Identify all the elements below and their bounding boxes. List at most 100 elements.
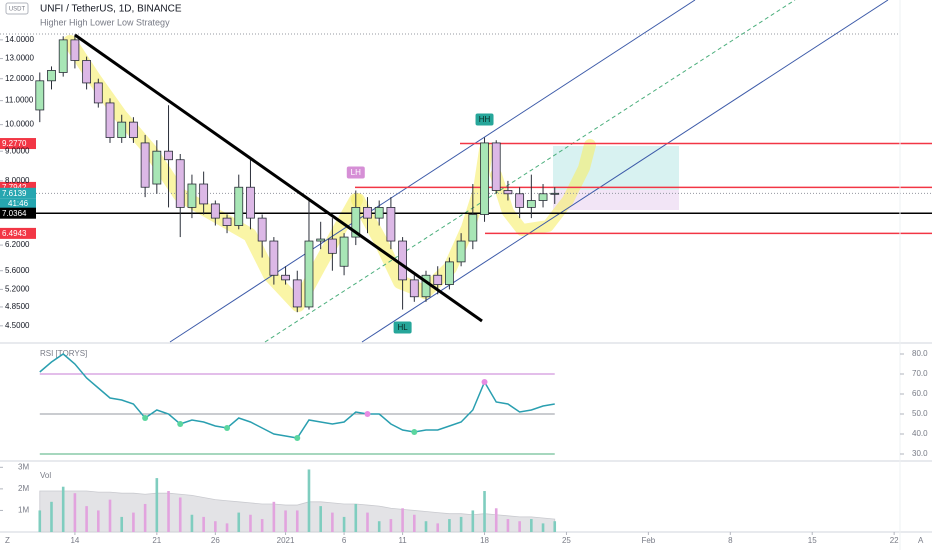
- y-tick-label: 4.5000: [5, 321, 30, 330]
- rsi-tick-label: 80.0: [912, 349, 928, 358]
- candle-body: [47, 70, 56, 82]
- candle-body: [480, 142, 489, 215]
- candle-body: [234, 186, 244, 226]
- volume-bar: [225, 523, 229, 532]
- levels: [0, 142, 932, 235]
- x-tick-label: 22: [890, 536, 899, 545]
- pivot-label: HH: [479, 115, 491, 124]
- x-tick-label: 25: [562, 536, 571, 545]
- volume-bar: [553, 521, 557, 532]
- button[interactable]: A: [918, 536, 924, 545]
- candle-body: [58, 39, 68, 73]
- candle-body: [433, 274, 443, 285]
- candle-body: [503, 190, 513, 195]
- volume-bar: [541, 523, 545, 532]
- candle-body: [117, 121, 127, 138]
- volume-bar: [120, 516, 124, 532]
- volume-bar: [366, 512, 369, 532]
- candle-body: [363, 207, 372, 219]
- currency: USDT: [9, 7, 26, 13]
- volume-bar: [413, 514, 416, 532]
- x-tick-label: 26: [211, 536, 220, 545]
- volume-bar: [202, 516, 205, 532]
- volume-bar: [377, 521, 381, 532]
- trendline: [74, 33, 483, 323]
- candle-body: [468, 214, 478, 242]
- volume-bar: [108, 499, 112, 532]
- candle-body: [269, 240, 279, 276]
- chart-subtitle: Higher High Lower Low Strategy: [40, 17, 170, 27]
- x-tick-label: Feb: [641, 536, 655, 545]
- rsi-tick-label: 70.0: [912, 369, 928, 378]
- candle-body: [304, 240, 314, 308]
- price-tag: [0, 181, 36, 193]
- highlight: [490, 139, 596, 236]
- candle-body: [281, 274, 290, 281]
- rsi-high-pivot: [364, 411, 371, 417]
- candle-body: [187, 183, 197, 208]
- volume-bar: [214, 521, 217, 532]
- volume-title: Vol: [40, 471, 51, 480]
- candle-body: [456, 240, 466, 263]
- candle-body: [351, 207, 361, 238]
- volume-bar: [85, 506, 88, 532]
- rsi-tick-label: 40.0: [912, 429, 928, 438]
- x-tick-label: 14: [70, 536, 79, 545]
- x-tick-label: 18: [480, 536, 489, 545]
- pivot-box: [346, 166, 365, 179]
- volume-bar: [237, 512, 241, 532]
- volume-bar: [518, 521, 521, 532]
- price-tag: [0, 227, 36, 239]
- candle-body: [526, 200, 536, 208]
- volume-bar: [354, 503, 358, 532]
- volume-bar: [319, 506, 322, 532]
- rsi-low-pivot: [294, 435, 301, 441]
- volume-bar: [178, 497, 182, 532]
- price-tag: [0, 138, 36, 150]
- candle-body: [550, 192, 560, 195]
- volume-bar: [272, 501, 276, 532]
- volume-bar: [448, 519, 451, 532]
- volume-bar: [249, 514, 252, 532]
- candle-body: [327, 238, 337, 254]
- volume-bar: [401, 508, 404, 532]
- candle-body: [82, 60, 92, 84]
- candles: [35, 34, 560, 313]
- candle-body: [409, 279, 419, 298]
- candle-body: [222, 217, 232, 226]
- volume-tick-label: 1M: [18, 506, 29, 515]
- volume-bar: [436, 523, 440, 532]
- x-tick-label: 11: [398, 536, 407, 545]
- x-tick-label: 2021: [277, 536, 295, 545]
- volume-bar: [190, 514, 194, 532]
- price-tag-label: 7.7942: [2, 183, 27, 192]
- candle-body: [175, 159, 185, 208]
- volume-tick-label: 3M: [18, 462, 29, 471]
- candle-body: [35, 80, 45, 111]
- y-tick-label: 9.0000: [5, 146, 30, 155]
- y-tick-label: 4.8500: [5, 302, 30, 311]
- volume-bar: [295, 510, 299, 532]
- y-tick-label: 13.0000: [5, 54, 34, 63]
- volume-bar: [483, 491, 486, 532]
- volume-bar: [155, 478, 159, 532]
- rsi-high-pivot: [481, 379, 488, 385]
- volume-bar: [307, 469, 311, 532]
- y-tick-label: 8.0000: [5, 176, 30, 185]
- y-tick-label: 5.6000: [5, 266, 30, 275]
- pivot-label: HL: [397, 323, 408, 332]
- button[interactable]: Z: [5, 536, 10, 545]
- volume-bar: [61, 486, 65, 532]
- candle-body: [316, 238, 326, 242]
- volume-tick-label: 2M: [18, 484, 29, 493]
- chart-title: UNFI / TetherUS, 1D, BINANCE: [40, 4, 182, 15]
- volume-bar: [389, 519, 393, 532]
- volume-bar: [494, 508, 498, 532]
- rsi-tick-label: 60.0: [912, 389, 928, 398]
- candle-body: [445, 261, 454, 285]
- countdown: 41:46: [8, 199, 29, 208]
- price-tag-label: 7.0364: [2, 209, 27, 218]
- y-tick-label: 14.0000: [5, 35, 34, 44]
- channel-line: [169, 0, 696, 343]
- rsi-tick-label: 50.0: [912, 409, 928, 418]
